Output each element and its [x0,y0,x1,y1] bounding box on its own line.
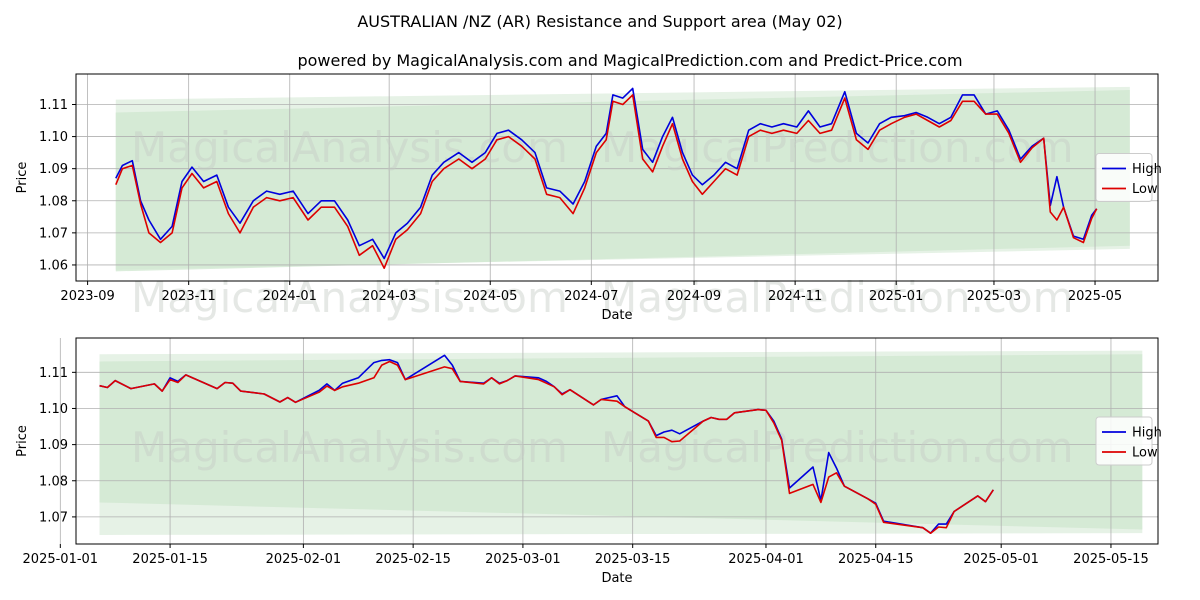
y-tick-label: 1.11 [39,366,68,381]
x-tick-label: 2025-04-15 [838,552,914,567]
x-tick-label: 2025-02-01 [266,552,342,567]
y-tick-label: 1.09 [39,162,68,177]
x-tick-label: 2024-01 [263,289,317,304]
legend-label-low: Low [1132,182,1158,197]
y-axis-label: Price [15,162,30,194]
legend: High Low [1095,416,1162,466]
x-tick-label: 2025-03-15 [595,552,671,567]
y-tick-label: 1.07 [39,226,68,241]
watermark-prediction: MagicalPrediction.com [601,123,1074,172]
x-tick-label: 2023-09 [60,289,114,304]
y-tick-label: 1.09 [39,438,68,453]
y-tick-label: 1.08 [39,474,68,489]
x-tick-label: 2025-03 [967,289,1021,304]
x-tick-label: 2024-09 [667,289,721,304]
x-tick-label: 2025-01 [869,289,923,304]
x-tick-label: 2025-05 [1068,289,1122,304]
legend: High Low [1095,153,1162,202]
y-tick-label: 1.10 [39,130,68,145]
chart-subtitle: powered by MagicalAnalysis.com and Magic… [297,51,962,70]
y-tick-label: 1.10 [39,402,68,417]
plot-frame [75,73,1159,282]
legend-label-high: High [1132,426,1162,441]
x-tick-label: 2024-03 [362,289,416,304]
watermark-analysis: MagicalAnalysis.com [131,423,568,472]
chart-title: AUSTRALIAN /NZ (AR) Resistance and Suppo… [357,12,842,31]
y-axis-label: Price [15,425,30,457]
x-tick-label: 2025-05-15 [1073,552,1149,567]
x-tick-label: 2025-01-15 [132,552,208,567]
lower-chart-panel: MagicalAnalysis.com MagicalPrediction.com… [15,337,1162,586]
series-line-low [115,94,1098,269]
band-support-inner [99,354,1143,530]
x-tick-label: 2025-04-01 [728,552,804,567]
band-support-inner [115,90,1130,272]
legend-box [1095,416,1153,466]
x-tick-label: 2025-02-15 [375,552,451,567]
legend-box [1095,153,1153,202]
y-tick-label: 1.06 [39,258,68,273]
y-tick-label: 1.08 [39,194,68,209]
x-tick-label: 2024-05 [463,289,517,304]
x-tick-label: 2024-07 [564,289,618,304]
x-tick-label: 2025-01-01 [23,552,99,567]
legend-label-low: Low [1132,446,1158,461]
x-axis-label: Date [601,308,632,323]
upper-chart-panel: MagicalAnalysis.com MagicalPrediction.com… [15,73,1162,323]
x-tick-label: 2025-05-01 [963,552,1039,567]
y-tick-label: 1.11 [39,98,68,113]
y-tick-label: 1.07 [39,510,68,525]
series-line-high [115,87,1098,260]
series-line-low [99,360,994,534]
plot-frame [75,337,1159,545]
watermark-prediction: MagicalPrediction.com [601,423,1074,472]
x-tick-label: 2025-03-01 [485,552,561,567]
x-axis-label: Date [601,571,632,586]
legend-label-high: High [1132,162,1162,177]
x-tick-label: 2023-11 [162,289,216,304]
watermark-analysis: MagicalAnalysis.com [131,123,568,172]
x-tick-label: 2024-11 [768,289,822,304]
